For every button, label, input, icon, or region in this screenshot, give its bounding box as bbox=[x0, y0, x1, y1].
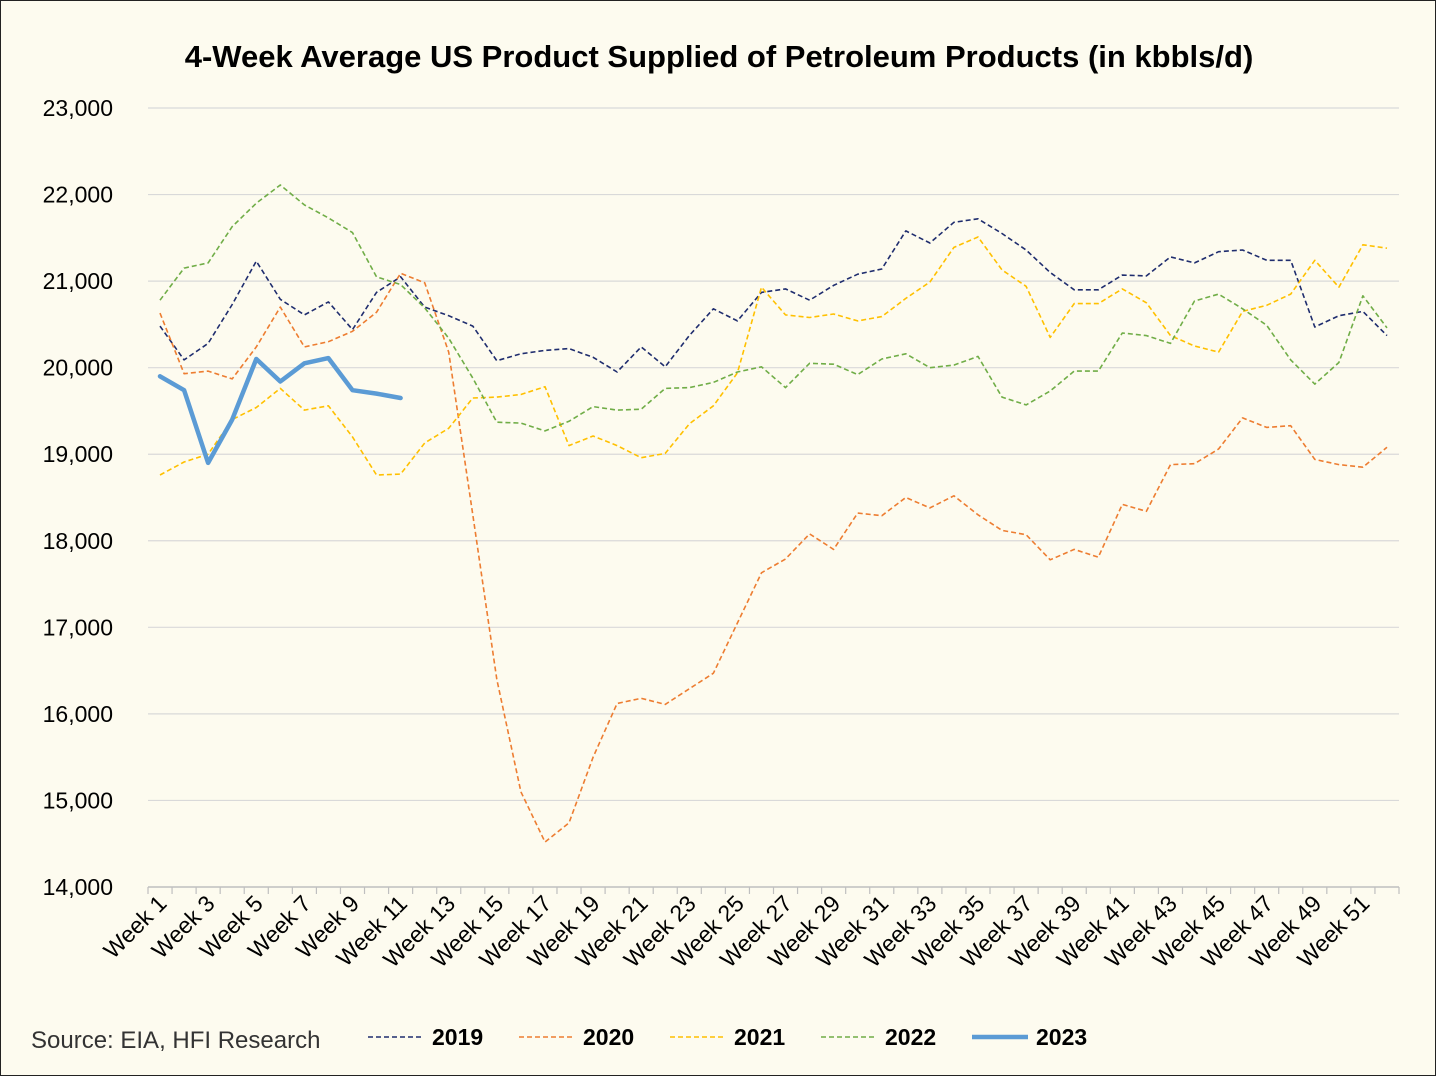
legend-label-2023: 2023 bbox=[1036, 1024, 1087, 1050]
legend-label-2021: 2021 bbox=[734, 1024, 785, 1050]
y-tick-label: 17,000 bbox=[43, 614, 113, 640]
source-note: Source: EIA, HFI Research bbox=[31, 1027, 321, 1054]
axes bbox=[147, 886, 1400, 894]
plot-area: 14,000 15,000 16,000 17,000 18,000 19,000 20,0… bbox=[43, 95, 1400, 1050]
series-line-2022 bbox=[159, 184, 1388, 432]
series-line-2021 bbox=[159, 236, 1388, 476]
y-tick-label: 18,000 bbox=[43, 528, 113, 554]
series-line-2023 bbox=[157, 355, 403, 466]
y-tick-label: 14,000 bbox=[43, 874, 113, 900]
legend: 2019 2020 2021 2022 2023 bbox=[368, 1024, 1087, 1050]
series-line-2020 bbox=[159, 272, 1388, 843]
series-lines bbox=[157, 184, 1388, 843]
legend-label-2022: 2022 bbox=[885, 1024, 936, 1050]
chart-frame: 4-Week Average US Product Supplied of Pe… bbox=[0, 0, 1436, 1076]
y-tick-label: 23,000 bbox=[43, 95, 113, 121]
y-tick-label: 21,000 bbox=[43, 268, 113, 294]
legend-label-2019: 2019 bbox=[432, 1024, 483, 1050]
gridlines bbox=[148, 107, 1399, 802]
series-line-2019 bbox=[159, 218, 1388, 373]
y-tick-label: 20,000 bbox=[43, 355, 113, 381]
y-tick-label: 16,000 bbox=[43, 701, 113, 727]
y-tick-labels: 14,000 15,000 16,000 17,000 18,000 19,000 20,0… bbox=[43, 95, 113, 900]
chart-title: 4-Week Average US Product Supplied of Pe… bbox=[184, 39, 1254, 74]
y-tick-label: 22,000 bbox=[43, 182, 113, 208]
y-tick-label: 19,000 bbox=[43, 441, 113, 467]
legend-label-2020: 2020 bbox=[583, 1024, 634, 1050]
y-tick-label: 15,000 bbox=[43, 787, 113, 813]
